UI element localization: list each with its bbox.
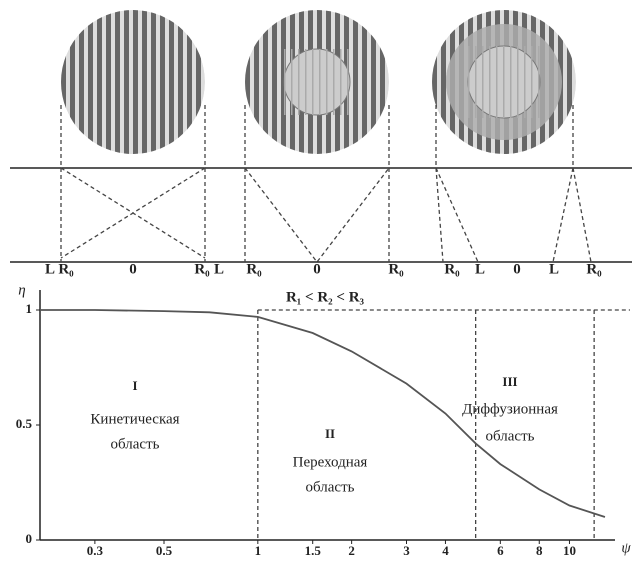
pos-label: 0 <box>513 261 521 277</box>
core-stripe <box>510 46 512 118</box>
pos-label: R₀ <box>194 261 210 277</box>
region-label: Диффузионная <box>462 401 558 417</box>
stripe <box>142 10 147 154</box>
core-stripe <box>326 49 328 115</box>
curve <box>40 309 606 518</box>
core-stripe <box>496 46 498 118</box>
pellet <box>61 10 205 154</box>
core-stripe <box>340 49 342 115</box>
region-label: область <box>306 479 355 495</box>
stripe <box>254 10 259 154</box>
pos-label: L <box>45 261 55 277</box>
stripe <box>88 10 93 154</box>
stripe <box>115 10 120 154</box>
stripe <box>380 10 385 154</box>
core-stripe <box>312 49 314 115</box>
pos-label: R₀ <box>444 261 460 277</box>
pos-label: R₀ <box>58 261 74 277</box>
stripe <box>272 10 277 154</box>
region-label: Кинетическая <box>90 411 179 427</box>
y-tick-label: 0 <box>26 531 33 546</box>
core-stripe <box>524 46 526 118</box>
stripe <box>97 10 102 154</box>
pos-label: 0 <box>129 261 137 277</box>
region-number: I <box>132 378 137 393</box>
x-tick-label: 8 <box>536 543 543 558</box>
stripe <box>441 10 446 154</box>
stripe <box>79 10 84 154</box>
stripe <box>432 10 437 154</box>
core-stripe <box>503 46 505 118</box>
core-stripe <box>291 49 293 115</box>
stripe <box>567 10 572 154</box>
stripe <box>106 10 111 154</box>
pellet <box>432 10 576 154</box>
core-stripe <box>475 46 477 118</box>
regions: I Кинетическая область II Переходная обл… <box>90 374 558 495</box>
x-tick-label: 4 <box>442 543 449 558</box>
pos-label: L <box>549 261 559 277</box>
pellet <box>245 10 389 154</box>
stripe <box>362 10 367 154</box>
pos-label: R₀ <box>246 261 262 277</box>
pellets <box>61 10 576 154</box>
x-tick-label: 1.5 <box>305 543 322 558</box>
x-tick-label: 6 <box>497 543 504 558</box>
y-axis-label: η <box>18 282 25 298</box>
stripe <box>169 10 174 154</box>
stripe <box>178 10 183 154</box>
stripe <box>151 10 156 154</box>
stripe <box>263 10 268 154</box>
x-axis-label: ψ <box>621 540 631 556</box>
stripe <box>353 10 358 154</box>
core-stripe <box>531 46 533 118</box>
x-tick-label: 1 <box>255 543 262 558</box>
core-stripe <box>347 49 349 115</box>
region-label: область <box>111 436 160 452</box>
stripe <box>61 10 66 154</box>
core-stripe <box>468 46 470 118</box>
stripe <box>160 10 165 154</box>
projection-lines <box>60 105 592 264</box>
pos-label: 0 <box>313 261 321 277</box>
x-tick-label: 0.3 <box>87 543 104 558</box>
stripe <box>187 10 192 154</box>
stripe <box>70 10 75 154</box>
core-stripe <box>489 46 491 118</box>
stripe <box>371 10 376 154</box>
pos-label: R₀ <box>388 261 404 277</box>
stripe <box>245 10 250 154</box>
stripe <box>133 10 138 154</box>
stripe <box>124 10 129 154</box>
x-tick-label: 3 <box>403 543 410 558</box>
pos-label: L <box>214 261 224 277</box>
core-stripe <box>305 49 307 115</box>
core-stripe <box>298 49 300 115</box>
core-stripe <box>517 46 519 118</box>
region-number: III <box>502 374 517 389</box>
chart-title: R₁ < R₂ < R₃ <box>286 289 365 305</box>
y-tick-label: 1 <box>26 301 33 316</box>
region-label: Переходная <box>293 454 368 470</box>
core-stripe <box>333 49 335 115</box>
core-stripe <box>284 49 286 115</box>
pos-label: L <box>475 261 485 277</box>
core-stripe <box>482 46 484 118</box>
core-stripe <box>319 49 321 115</box>
x-tick-label: 0.5 <box>156 543 173 558</box>
pos-label: R₀ <box>586 261 602 277</box>
region-number: II <box>325 426 335 441</box>
region-label: область <box>486 428 535 444</box>
x-tick-label: 10 <box>563 543 576 558</box>
y-tick-label: 0.5 <box>16 416 33 431</box>
stripe <box>196 10 201 154</box>
x-tick-label: 2 <box>348 543 355 558</box>
core-stripe <box>538 46 540 118</box>
position-labels: L R₀ 0 R₀ L R₀ 0 R₀ R₀ L 0 L R₀ <box>45 261 602 277</box>
